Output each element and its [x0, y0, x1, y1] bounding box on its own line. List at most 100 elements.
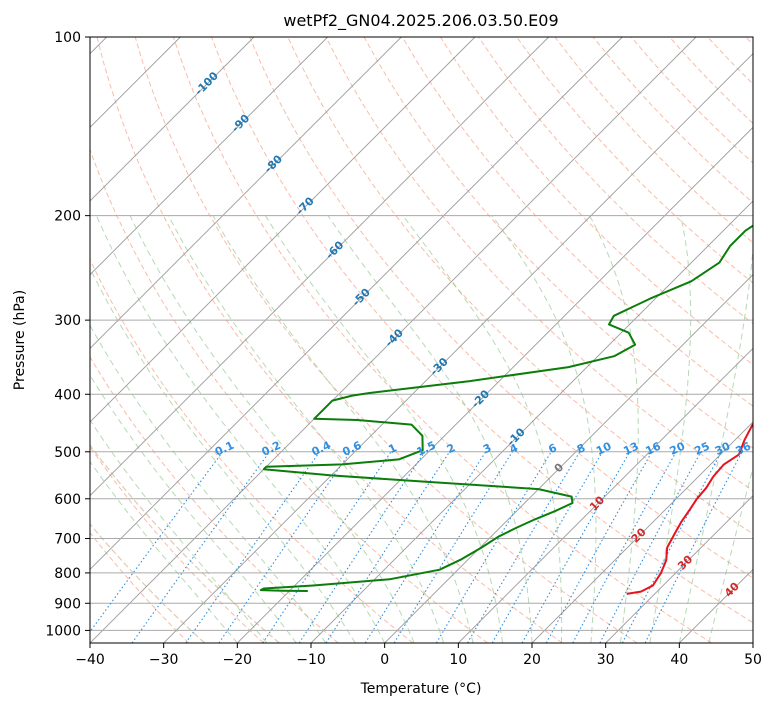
moist-adiabat: [90, 419, 268, 643]
x-tick-label: 10: [449, 652, 467, 668]
moist-adiabat: [327, 215, 533, 643]
curve-line: [90, 523, 206, 643]
dry-adiabat: [592, 37, 753, 204]
x-tick-label: −20: [223, 652, 253, 668]
mixing-ratio-label: 1: [386, 441, 398, 456]
x-tick-label: 20: [523, 652, 541, 668]
dry-adiabat: [401, 37, 753, 407]
dry-adiabat: [745, 37, 753, 46]
dry-adiabat: [439, 37, 753, 366]
moist-adiabat: [129, 215, 415, 643]
isotherm-label: -30: [428, 355, 451, 378]
mixing-ratio-label: 0.6: [340, 439, 363, 459]
moist-adiabat: [95, 215, 386, 643]
y-tick-label: 300: [54, 313, 81, 329]
x-tick-label: −30: [149, 652, 179, 668]
mixing-ratio-label: 30: [713, 439, 733, 457]
mixing-ratio-line: [131, 451, 271, 643]
dry-adiabat: [516, 37, 753, 284]
mixing-ratio-line: [298, 451, 426, 643]
x-tick-label: −40: [75, 652, 105, 668]
isotherm-label: -80: [262, 152, 285, 175]
moist-adiabat: [167, 215, 445, 643]
mixing-ratio-label: 0.4: [310, 439, 333, 459]
isotherm-line: [90, 37, 402, 349]
isotherm-line: [752, 642, 753, 643]
isotherm-label: -100: [192, 69, 221, 98]
dry-adiabat: [90, 355, 339, 643]
moist-adiabat: [90, 374, 297, 643]
isotherm-line: [679, 568, 753, 643]
moist-adiabat: [491, 215, 597, 643]
mixing-ratio-label: 6: [546, 441, 559, 456]
x-tick-label: 40: [670, 652, 688, 668]
isotherm-label: -40: [383, 326, 406, 349]
mixing-ratio-label: 1.5: [415, 439, 438, 459]
x-tick-label: 0: [380, 652, 389, 668]
dry-adiabat: [669, 37, 753, 125]
isotherm-line: [531, 421, 753, 643]
x-tick-label: 50: [744, 652, 762, 668]
isotherm-line: [458, 347, 753, 643]
mixing-ratio-line: [325, 451, 451, 643]
mixing-ratio-label: 8: [575, 441, 587, 456]
mixing-ratio-label: 0.1: [213, 439, 236, 459]
y-tick-label: 500: [54, 445, 81, 461]
mixing-ratio-line: [90, 451, 224, 633]
dry-adiabat: [325, 37, 753, 492]
mixing-ratio-label: 2: [445, 441, 457, 456]
mixing-ratio-label: 20: [668, 439, 688, 457]
dry-adiabat: [90, 445, 264, 643]
dry-adiabat: [90, 148, 488, 643]
x-tick-label: 30: [597, 652, 615, 668]
dry-adiabat: [478, 37, 753, 325]
y-tick-label: 400: [54, 387, 81, 403]
mixing-ratio-line: [435, 451, 552, 643]
dry-adiabat: [172, 37, 712, 643]
mixing-ratio-label: 25: [692, 440, 711, 458]
mixing-ratio-line: [521, 451, 631, 643]
y-tick-label: 800: [54, 566, 81, 582]
isotherm-line: [605, 495, 753, 643]
moist-adiabat: [90, 460, 238, 643]
moist-adiabat: [649, 215, 692, 643]
mixing-ratio-label: 13: [621, 440, 640, 458]
y-tick-label: 900: [54, 596, 81, 612]
isotherm-label: 30: [675, 552, 695, 572]
dewpoint-line: [259, 224, 753, 592]
isotherm-line: [90, 37, 549, 497]
mixing-ratio-line: [621, 451, 722, 643]
mixing-ratio-line: [545, 451, 653, 643]
dry-adiabat: [134, 37, 638, 643]
isotherm-line: [237, 126, 753, 643]
moist-adiabat: [589, 215, 639, 643]
isotherm-label: -60: [323, 238, 346, 261]
curve-line: [90, 444, 280, 643]
mixing-ratio-line: [364, 451, 487, 643]
mixing-ratio-line: [599, 451, 702, 643]
isotherm-line: [90, 37, 623, 570]
mixing-ratio-label: 36: [734, 439, 754, 457]
mixing-ratio-line: [467, 451, 581, 643]
dry-adiabat: [211, 37, 753, 624]
x-axis-label: Temperature (°C): [360, 681, 482, 697]
isotherm-line: [163, 53, 753, 643]
dry-adiabat: [249, 37, 753, 579]
plot-frame: [89, 36, 754, 644]
isotherm-line: [310, 200, 753, 643]
isotherm-label: -90: [229, 112, 252, 135]
isotherm-line: [384, 274, 753, 643]
moist-adiabat: [678, 243, 753, 643]
moist-adiabat: [90, 267, 356, 643]
background-lines: [90, 37, 753, 643]
isotherm-label: 0: [552, 460, 567, 475]
dry-adiabat: [363, 37, 753, 449]
isotherm-line: [90, 37, 255, 202]
moist-adiabat: [264, 215, 503, 643]
dry-adiabat: [707, 37, 753, 85]
temperature-line: [626, 422, 753, 595]
axes: −40 −30 −20 −10 0 10 20 30 40 5010020030040050060…: [45, 30, 762, 668]
isotherm-line: [90, 37, 328, 276]
dry-adiabat: [90, 531, 190, 643]
